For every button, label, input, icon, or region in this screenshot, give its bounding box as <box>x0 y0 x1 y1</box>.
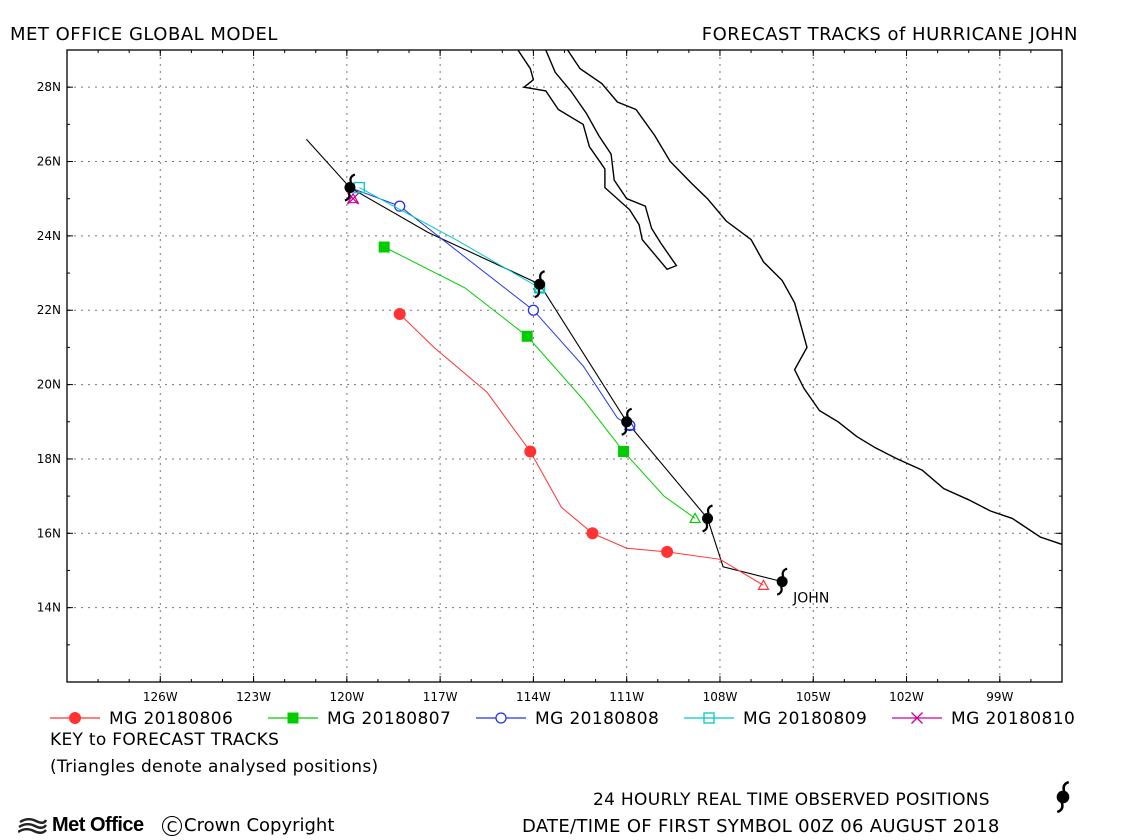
coastlines <box>517 50 1062 546</box>
copyright-text: Crown Copyright <box>184 815 335 836</box>
header-chart-title: FORECAST TRACKS of HURRICANE JOHN <box>701 24 1078 45</box>
legend-label-1: MG 20180806 <box>109 709 233 729</box>
hurricane-arm-lower <box>534 288 541 299</box>
plot-background <box>67 50 1062 682</box>
hurricane-arm-upper <box>1062 780 1070 792</box>
forecast-marker-2 <box>618 446 630 458</box>
legend-key-title: KEY to FORECAST TRACKS <box>50 730 280 750</box>
x-tick-label: 120W <box>329 690 364 704</box>
y-tick-label: 20N <box>37 378 61 392</box>
hurricane-arm-lower <box>1056 802 1064 814</box>
first-symbol-datetime: DATE/TIME OF FIRST SYMBOL 00Z 06 AUGUST … <box>522 816 1000 837</box>
hurricane-icon <box>621 407 633 436</box>
hurricane-core <box>1056 790 1070 804</box>
y-tick-label: 26N <box>37 155 61 169</box>
x-tick-label: 105W <box>796 690 831 704</box>
forecast-marker-1 <box>393 307 406 320</box>
y-tick-label: 28N <box>37 80 61 94</box>
legend-label-4: MG 20180809 <box>743 709 867 729</box>
hurricane-arm-upper <box>626 407 633 418</box>
forecast-track-line-1 <box>399 313 764 586</box>
x-tick-label: 114W <box>516 690 551 704</box>
forecast-marker-2 <box>521 330 533 342</box>
analysed-triangle-5 <box>347 192 360 204</box>
hurricane-arm-upper <box>781 567 788 577</box>
x-tick-label: 108W <box>703 690 738 704</box>
x-tick-label: 99W <box>986 690 1013 704</box>
observed-positions-label: 24 HOURLY REAL TIME OBSERVED POSITIONS <box>593 790 990 810</box>
observed-track-line <box>305 138 783 583</box>
hurricane-core <box>702 512 714 524</box>
forecast-track-line-4 <box>359 187 540 289</box>
legend-marker-2 <box>287 712 299 724</box>
forecast-marker-1 <box>586 527 599 540</box>
forecast-track-line-2 <box>383 246 696 519</box>
forecast-marker-2 <box>378 241 390 253</box>
legend: MG 20180806 MG 20180807 MG 20180808 MG 2018… <box>50 709 1075 729</box>
storm-label: JOHN <box>792 591 829 607</box>
copyright-icon: C <box>162 815 182 836</box>
copyright-notice: C Crown Copyright <box>162 815 334 836</box>
hurricane-core <box>344 182 356 194</box>
hurricane-core <box>621 416 633 428</box>
analysed-triangle-2 <box>689 512 702 524</box>
forecast-marker-1 <box>524 445 537 458</box>
header-model-title: MET OFFICE GLOBAL MODEL <box>10 24 278 45</box>
hurricane-arm-upper <box>539 270 546 280</box>
x-tick-label: 123W <box>236 690 271 704</box>
hurricane-arm-upper <box>706 504 713 514</box>
legend-marker-1 <box>69 712 81 724</box>
legend-label-5: MG 20180810 <box>951 709 1075 729</box>
hurricane-arm-lower <box>776 586 783 596</box>
grid <box>67 50 1062 682</box>
forecast-marker-1 <box>661 545 674 558</box>
hurricane-arm-lower <box>702 523 709 533</box>
hurricane-core <box>534 278 546 290</box>
x-tick-label: 111W <box>609 690 644 704</box>
x-tick-label: 102W <box>889 690 924 704</box>
hurricane-arm-lower <box>344 192 351 202</box>
footer-hurricane-icon <box>1056 780 1070 814</box>
analysed-triangle-1 <box>757 579 770 590</box>
hurricane-core <box>776 576 788 588</box>
coastline <box>517 50 678 271</box>
met-office-logo-icon <box>18 818 48 834</box>
legend-marker-4 <box>703 712 715 724</box>
legend-note: (Triangles denote analysed positions) <box>50 757 379 777</box>
y-tick-label: 14N <box>37 601 61 615</box>
hurricane-arm-upper <box>349 173 356 183</box>
hurricane-icon <box>344 173 356 202</box>
coastline <box>567 50 1062 546</box>
hurricane-icon <box>702 504 714 533</box>
met-office-logo-text: Met Office <box>52 813 144 836</box>
y-tick-label: 22N <box>37 303 61 317</box>
tracks <box>305 138 783 590</box>
legend-marker-3 <box>495 712 507 724</box>
hurricane-arm-lower <box>621 426 628 436</box>
observed-symbols <box>344 173 788 596</box>
hurricane-icon <box>776 567 788 596</box>
legend-label-2: MG 20180807 <box>327 709 451 729</box>
observed-position-symbol-icon <box>1056 780 1070 814</box>
met-office-logo: Met Office <box>18 813 144 837</box>
legend-marker-5 <box>911 712 923 724</box>
legend-label-3: MG 20180808 <box>535 709 659 729</box>
y-tick-label: 18N <box>37 452 61 466</box>
y-tick-label: 16N <box>37 526 61 540</box>
axis-ticks: 126W 123W 120W 117W 114W 111W 108W 105W 102W 99W 1… <box>37 49 1063 704</box>
x-tick-label: 126W <box>143 690 178 704</box>
x-tick-label: 117W <box>423 690 458 704</box>
y-tick-label: 24N <box>37 229 61 243</box>
forecast-marker-3 <box>527 304 540 316</box>
hurricane-icon <box>534 270 546 299</box>
